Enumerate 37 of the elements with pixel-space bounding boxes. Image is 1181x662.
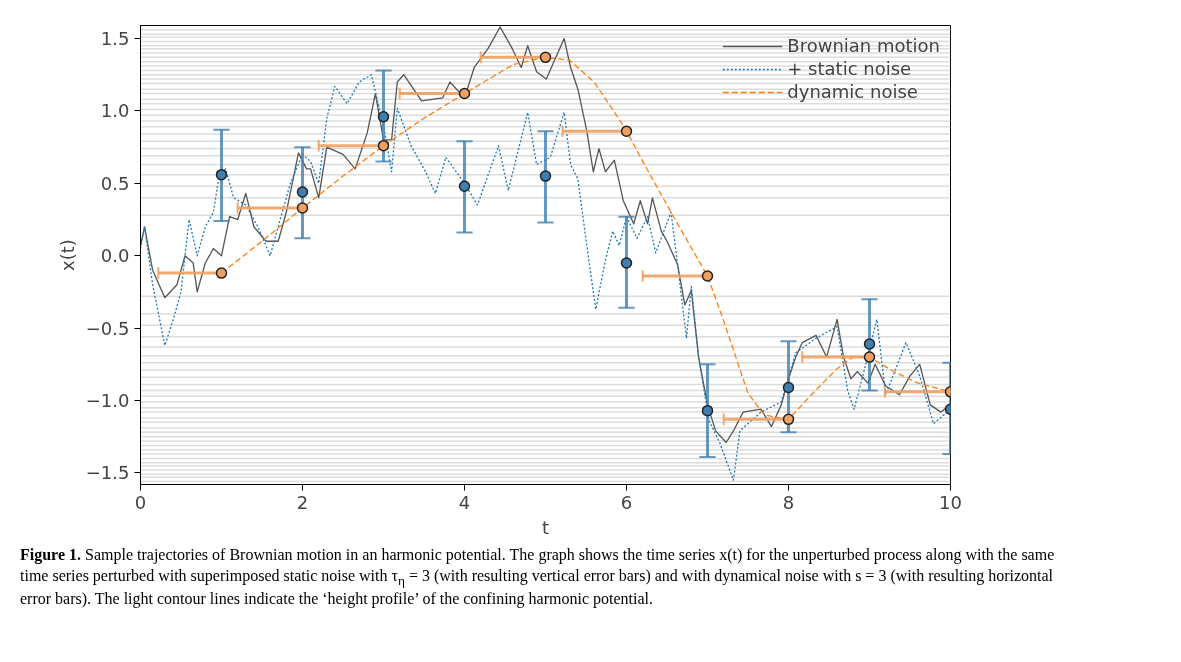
x-tick-label: 8 [782,491,795,513]
point [539,51,552,64]
caption: Figure 1. [20,546,82,563]
x-axis-title: t [541,516,550,538]
point [620,257,633,269]
y-axis-title: x(t) [56,239,78,271]
x-tick-label: 0 [134,491,147,513]
point [377,110,390,123]
x-tick-label: 2 [296,491,309,513]
x-tick-label: 10 [939,491,962,513]
point [539,170,552,182]
point [377,139,390,152]
point [782,381,795,394]
point [458,87,471,100]
y-tick-label: 1.0 [100,100,130,122]
point [215,267,228,279]
x-tick-label: 4 [458,491,471,513]
y-tick-label: 0.5 [100,172,130,194]
point [296,202,309,214]
legend-label: + static noise [787,58,912,79]
point [782,413,795,426]
point [863,338,876,350]
point [863,351,876,363]
point [296,186,309,198]
legend-label: Brownian motion [787,35,940,56]
point [215,168,228,181]
y-tick-label: −1.0 [85,390,130,412]
x-tick-label: 6 [620,491,633,513]
y-tick-label: −0.5 [85,317,130,339]
y-tick-label: −1.5 [85,462,130,484]
y-tick-label: 0.0 [100,245,130,267]
point [701,270,714,282]
legend-label: dynamic noise [787,81,918,102]
point [701,404,714,417]
point [458,180,471,192]
point [620,125,633,137]
y-tick-label: 1.5 [100,28,130,50]
